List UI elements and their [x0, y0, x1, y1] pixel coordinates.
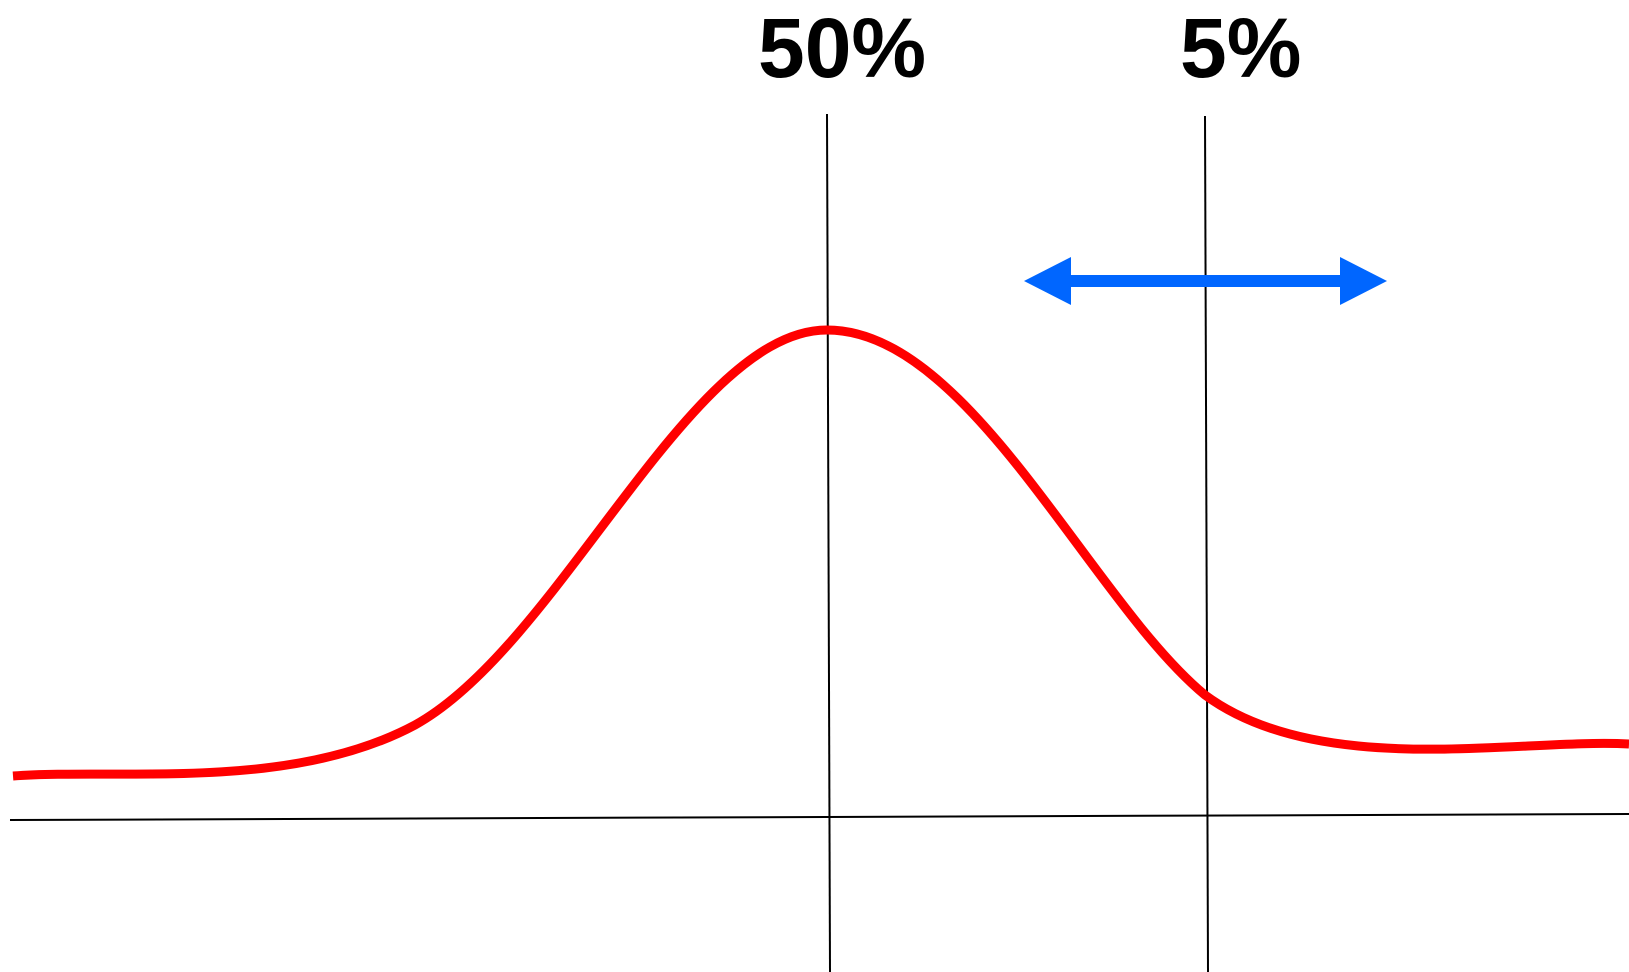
bell-curve — [12, 325, 1629, 781]
marker-label-50: 50% — [758, 1, 926, 95]
arrow-head-right — [1340, 257, 1387, 305]
marker-line-5 — [1204, 115, 1209, 972]
arrow-head-left — [1024, 257, 1071, 305]
baseline — [9, 813, 1629, 821]
double-arrow-icon — [1024, 257, 1387, 305]
marker-label-5: 5% — [1180, 1, 1301, 95]
marker-line-50 — [826, 113, 831, 972]
